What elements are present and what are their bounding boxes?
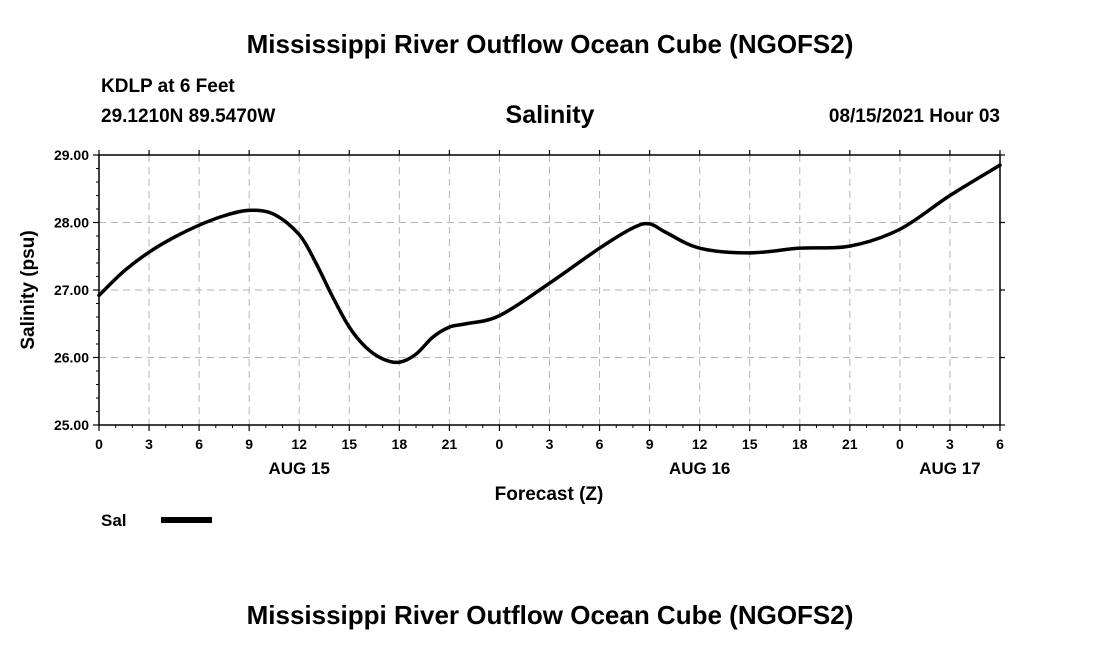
legend: Sal — [101, 511, 212, 530]
x-tick-label: 0 — [95, 436, 103, 452]
y-tick-label: 25.00 — [54, 417, 89, 433]
y-tick-label: 29.00 — [54, 147, 89, 163]
x-tick-label: 18 — [392, 436, 408, 452]
chart-title-bottom: Mississippi River Outflow Ocean Cube (NG… — [246, 600, 854, 630]
y-axis-title: Salinity (psu) — [18, 230, 39, 349]
tick-labels: 0 3 6 9 12 15 18 21 0 3 6 9 12 15 18 21 0 3 6 25.00 26.00 27.… — [54, 147, 1004, 478]
x-tick-label: 6 — [195, 436, 203, 452]
x-day-label: AUG 17 — [919, 459, 980, 478]
y-tick-label: 26.00 — [54, 350, 89, 366]
forecast-timestamp: 08/15/2021 Hour 03 — [828, 106, 1000, 127]
data-series — [97, 163, 1002, 365]
legend-label: Sal — [101, 511, 127, 530]
x-tick-label: 0 — [496, 436, 504, 452]
station-coordinates: 29.1210N 89.5470W — [101, 106, 276, 127]
x-tick-label: 15 — [341, 436, 357, 452]
x-axis-title: Forecast (Z) — [495, 484, 604, 505]
x-tick-label: 3 — [946, 436, 954, 452]
x-day-label: AUG 15 — [269, 459, 330, 478]
station-label: KDLP at 6 Feet — [101, 76, 235, 97]
x-tick-label: 3 — [145, 436, 153, 452]
x-tick-label: 6 — [996, 436, 1004, 452]
x-tick-label: 21 — [842, 436, 858, 452]
series-line-sal — [97, 163, 1002, 365]
x-tick-label: 12 — [692, 436, 708, 452]
x-tick-label: 15 — [742, 436, 758, 452]
x-tick-label: 18 — [792, 436, 808, 452]
y-tick-label: 28.00 — [54, 215, 89, 231]
chart-title-top: Mississippi River Outflow Ocean Cube (NG… — [246, 29, 854, 59]
grid-lines — [99, 155, 1000, 425]
x-tick-label: 12 — [291, 436, 307, 452]
y-tick-label: 27.00 — [54, 282, 89, 298]
x-tick-label: 0 — [896, 436, 904, 452]
x-day-label: AUG 16 — [669, 459, 730, 478]
x-tick-label: 6 — [596, 436, 604, 452]
x-tick-label: 21 — [442, 436, 458, 452]
x-tick-label: 3 — [546, 436, 554, 452]
x-tick-label: 9 — [646, 436, 654, 452]
x-tick-label: 9 — [245, 436, 253, 452]
variable-title: Salinity — [505, 101, 595, 129]
tick-marks — [93, 150, 1005, 431]
